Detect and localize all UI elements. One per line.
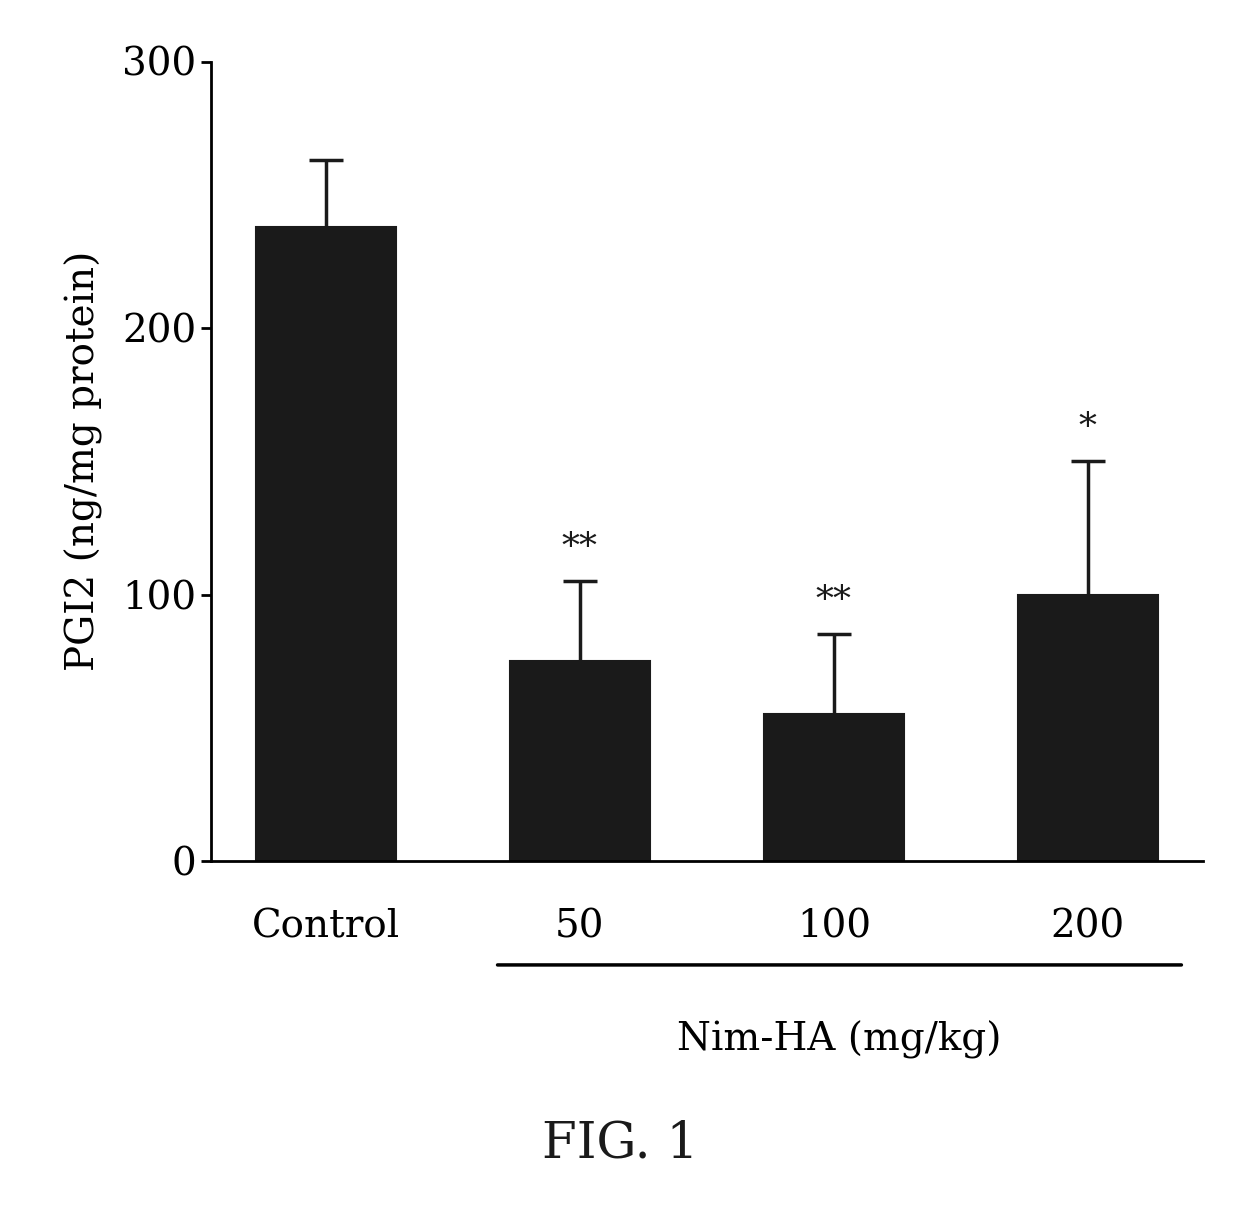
Text: *: * [1079, 411, 1097, 445]
Text: **: ** [562, 531, 598, 565]
Bar [255, 226, 396, 861]
Text: 100: 100 [797, 909, 870, 946]
Bar [764, 715, 904, 861]
Text: FIG. 1: FIG. 1 [542, 1119, 698, 1168]
Text: Nim-HA (mg/kg): Nim-HA (mg/kg) [677, 1021, 1002, 1059]
Y-axis label: PGI2 (ng/mg protein): PGI2 (ng/mg protein) [64, 251, 103, 672]
Bar [510, 662, 650, 861]
Bar [1018, 594, 1158, 861]
Text: **: ** [816, 584, 852, 619]
Text: 200: 200 [1050, 909, 1125, 946]
Text: Control: Control [252, 909, 399, 946]
Text: 50: 50 [556, 909, 605, 946]
